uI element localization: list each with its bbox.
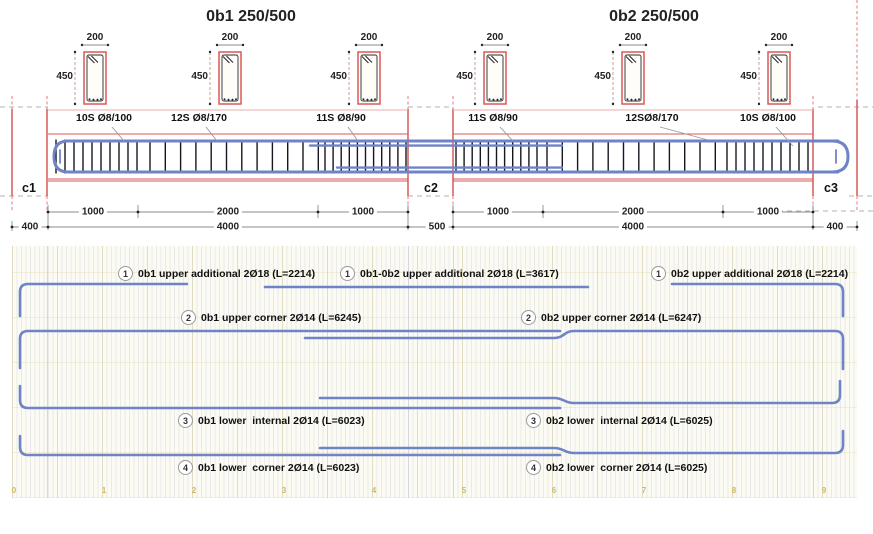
rebar-label: 2 0b1 upper corner 2Ø14 (L=6245): [181, 310, 361, 325]
rebar-label: 4 0b1 lower corner 2Ø14 (L=6023): [178, 460, 359, 475]
leader-lines: [111, 126, 794, 147]
rebar-label-text: 0b1 upper additional 2Ø18 (L=2214): [138, 267, 316, 280]
rebar-number-badge: 1: [118, 266, 133, 281]
rebar-label: 4 0b2 lower corner 2Ø14 (L=6025): [526, 460, 707, 475]
beam2-title: 0b2 250/500: [609, 8, 699, 25]
rebar-label: 1 0b1-0b2 upper additional 2Ø18 (L=3617): [340, 266, 559, 281]
section-width-dim: 200: [770, 32, 788, 43]
section-height-dim: 450: [191, 71, 208, 82]
bar-2-0b1: [18, 329, 562, 370]
bar-4-0b1: [18, 434, 562, 457]
dim-lower-2: 4000: [213, 221, 243, 233]
cross-section-4: [473, 43, 510, 106]
stirrup-label-6: 10S Ø8/100: [739, 112, 797, 124]
column-label-c2: c2: [424, 181, 438, 195]
gridline-column-face: [47, 246, 48, 498]
section-height-dim: 450: [456, 71, 473, 82]
section-width-dim: 200: [486, 32, 504, 43]
rebar-number-badge: 2: [181, 310, 196, 325]
stirrup-label-5: 12SØ8/170: [625, 112, 679, 124]
beam1-title: 0b1 250/500: [206, 8, 296, 25]
stirrup-label-3: 11S Ø8/90: [316, 112, 366, 124]
rebar-label-text: 0b1-0b2 upper additional 2Ø18 (L=3617): [360, 267, 559, 280]
cross-section-3: [347, 43, 384, 106]
dim-lower-3: 500: [425, 221, 449, 233]
rebar-label-text: 0b2 lower internal 2Ø14 (L=6025): [546, 414, 713, 427]
rebar-number-badge: 1: [340, 266, 355, 281]
dim-lower-4: 4000: [618, 221, 648, 233]
cross-section-5: [611, 43, 648, 106]
column-label-c1: c1: [22, 181, 36, 195]
gridline-column-face: [453, 246, 454, 498]
ruler-mark: 1: [101, 486, 107, 495]
rebar-label-text: 0b2 upper additional 2Ø18 (L=2214): [671, 267, 849, 280]
rebar-label: 2 0b2 upper corner 2Ø14 (L=6247): [521, 310, 701, 325]
dim-upper-4: 1000: [483, 206, 513, 218]
ruler-mark: 3: [281, 486, 287, 495]
rebar-number-badge: 3: [526, 413, 541, 428]
section-height-dim: 450: [330, 71, 347, 82]
ruler-mark: 8: [731, 486, 737, 495]
bar-1-0b1: [18, 282, 189, 318]
dim-upper-1: 1000: [78, 206, 108, 218]
rebar-label-text: 0b2 lower corner 2Ø14 (L=6025): [546, 461, 708, 474]
section-width-dim: 200: [624, 32, 642, 43]
rebar-number-badge: 3: [178, 413, 193, 428]
section-height-dim: 450: [594, 71, 611, 82]
rebar-number-badge: 4: [526, 460, 541, 475]
rebar-label-text: 0b1 lower corner 2Ø14 (L=6023): [198, 461, 360, 474]
section-width-dim: 200: [221, 32, 239, 43]
section-width-dim: 200: [360, 32, 378, 43]
ruler-mark: 9: [821, 486, 827, 495]
column-dashed-extensions: [11, 0, 858, 211]
ruler-mark: 4: [371, 486, 377, 495]
dim-upper-3: 1000: [348, 206, 378, 218]
beam-outline: [48, 109, 813, 182]
rebar-label-text: 0b1 lower internal 2Ø14 (L=6023): [198, 414, 365, 427]
gridline-column-face: [813, 246, 814, 498]
cross-section-1: [73, 43, 110, 106]
rebar-label: 3 0b2 lower internal 2Ø14 (L=6025): [526, 413, 713, 428]
rebar-number-badge: 2: [521, 310, 536, 325]
rebar-number-badge: 1: [651, 266, 666, 281]
dim-lower-1: 400: [18, 221, 42, 233]
cross-section-2: [208, 43, 245, 106]
dim-upper-2: 2000: [213, 206, 243, 218]
section-height-dim: 450: [740, 71, 757, 82]
stirrup-label-2: 12S Ø8/170: [170, 112, 228, 124]
ruler-mark: 7: [641, 486, 647, 495]
bar-3-0b2: [318, 379, 842, 405]
ruler-mark: 2: [191, 486, 197, 495]
elevation-rebar: [52, 139, 850, 174]
rebar-label: 1 0b2 upper additional 2Ø18 (L=2214): [651, 266, 848, 281]
dimension-ticks: [10, 210, 859, 229]
section-height-dim: 450: [56, 71, 73, 82]
ruler-mark: 6: [551, 486, 557, 495]
section-width-dim: 200: [86, 32, 104, 43]
rebar-label-text: 0b1 upper corner 2Ø14 (L=6245): [201, 311, 362, 324]
rebar-label: 1 0b1 upper additional 2Ø18 (L=2214): [118, 266, 315, 281]
schedule-rebar-shapes: [18, 282, 845, 457]
dim-lower-5: 400: [823, 221, 847, 233]
stirrup-label-1: 10S Ø8/100: [75, 112, 133, 124]
dim-upper-6: 1000: [753, 206, 783, 218]
column-label-c3: c3: [824, 181, 838, 195]
rebar-number-badge: 4: [178, 460, 193, 475]
slab-dashed-lines: [0, 106, 873, 212]
bar-2-0b2: [303, 329, 845, 371]
rebar-label-text: 0b2 upper corner 2Ø14 (L=6247): [541, 311, 702, 324]
gridline-column-face: [408, 246, 409, 498]
stirrup-label-4: 11S Ø8/90: [468, 112, 518, 124]
ruler-mark: 5: [461, 486, 467, 495]
bar-3-0b1: [18, 384, 562, 410]
dim-upper-5: 2000: [618, 206, 648, 218]
cross-section-6: [757, 43, 794, 106]
bar-1-0b2: [670, 282, 845, 318]
rebar-label: 3 0b1 lower internal 2Ø14 (L=6023): [178, 413, 365, 428]
bar-4-0b2: [318, 429, 845, 455]
ruler-mark: 0: [11, 486, 17, 495]
